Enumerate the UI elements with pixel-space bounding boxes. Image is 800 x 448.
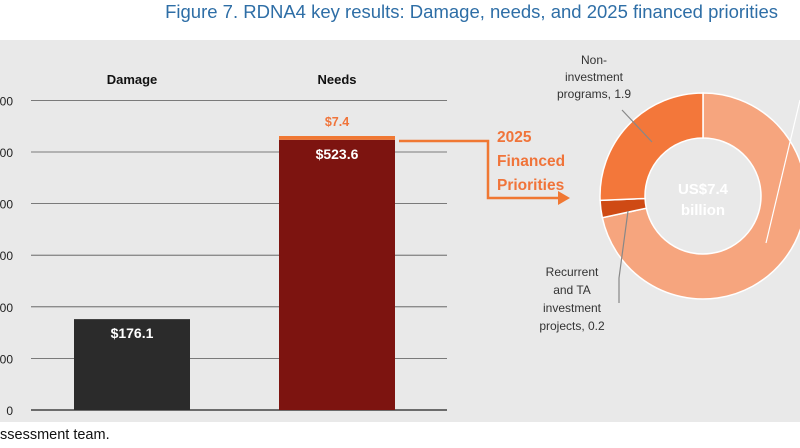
bar-damage	[74, 319, 190, 410]
source-note: ssessment team.	[0, 427, 110, 443]
data-label-financed-priorities: $7.4	[325, 115, 349, 129]
y-tick-label: 00	[0, 198, 13, 212]
slice-label-non-investment-2: investment	[565, 70, 624, 84]
donut-chart	[599, 92, 800, 300]
y-tick-label: 00	[0, 249, 13, 263]
connector-arrow	[399, 139, 570, 205]
bar-needs	[279, 139, 395, 411]
donut-slice-non-investment	[599, 92, 704, 202]
slice-label-recurrent-3: investment	[543, 301, 602, 315]
donut-slice-other	[601, 92, 800, 300]
arrow-label-line1: 2025	[497, 129, 532, 146]
slice-label-recurrent-2: and TA	[553, 283, 591, 297]
data-label-needs: $523.6	[316, 146, 359, 162]
y-tick-label: 0	[6, 404, 13, 418]
slice-label-recurrent-1: Recurrent	[546, 265, 599, 279]
slice-label-recurrent-4: projects, 0.2	[539, 319, 605, 333]
donut-center-unit: billion	[681, 202, 725, 219]
y-tick-label: 00	[0, 352, 13, 366]
slice-label-non-investment-1: Non-	[581, 53, 607, 67]
data-label-damage: $176.1	[111, 325, 154, 341]
leader-line-right	[765, 99, 800, 244]
figure-title: Figure 7. RDNA4 key results: Damage, nee…	[165, 1, 778, 22]
category-label-damage: Damage	[107, 72, 158, 87]
bar-financed-priorities	[279, 136, 395, 140]
y-tick-label: 00	[0, 94, 13, 108]
slice-label-non-investment-3: programs, 1.9	[557, 87, 631, 101]
y-tick-label: 00	[0, 146, 13, 160]
leader-line-recurrent	[618, 210, 629, 303]
donut-center-amount: US$7.4	[678, 181, 729, 198]
leader-line-non-investment	[621, 109, 653, 143]
arrow-label-line2: Financed	[497, 153, 565, 170]
category-label-needs: Needs	[317, 72, 356, 87]
arrow-label-line3: Priorities	[497, 177, 564, 194]
y-tick-label: 00	[0, 301, 13, 315]
